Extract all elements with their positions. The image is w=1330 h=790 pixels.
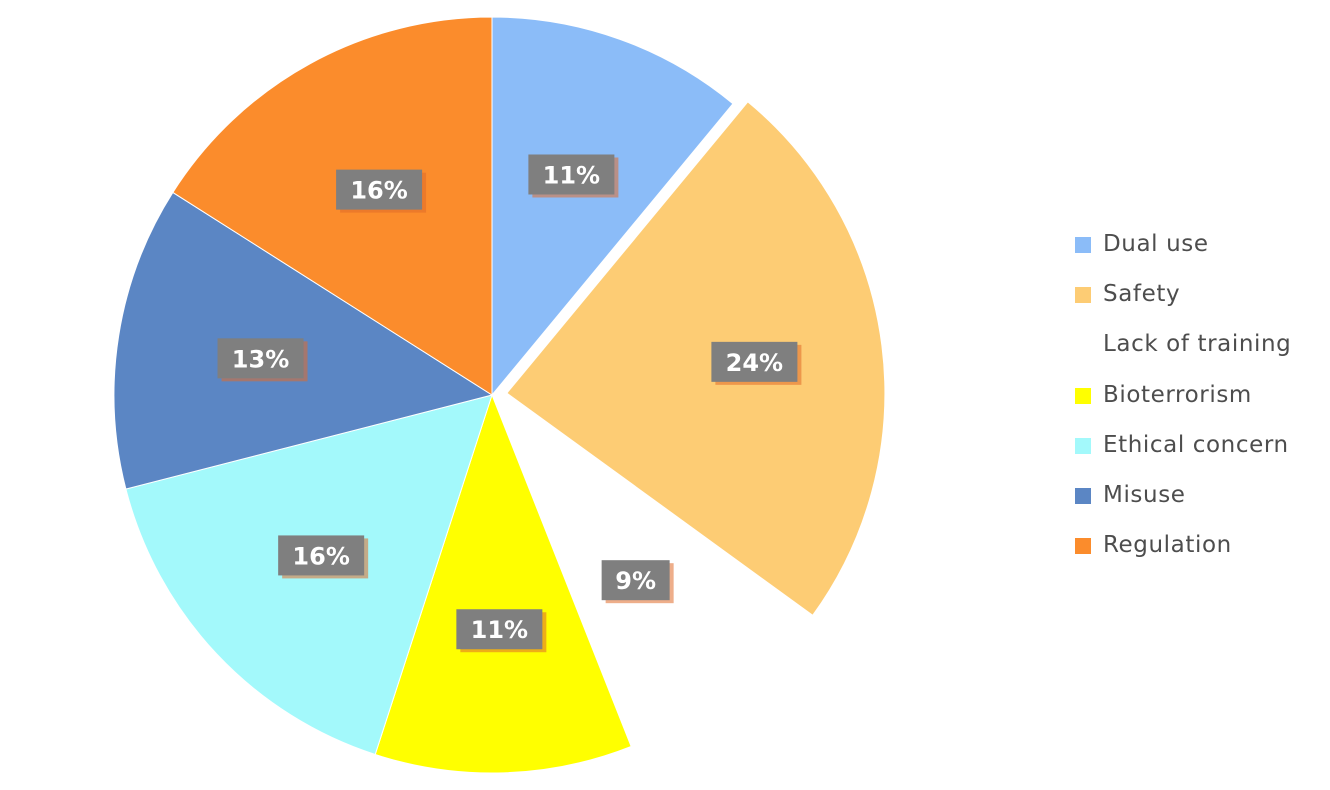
data-label-text: 13% bbox=[232, 345, 289, 373]
legend-item-dual-use: Dual use bbox=[1075, 230, 1325, 280]
data-label-text: 9% bbox=[615, 567, 656, 595]
legend-item-lack-of-training: Lack of training bbox=[1075, 330, 1325, 380]
data-label-box bbox=[456, 609, 543, 650]
data-label-misuse: 13% bbox=[217, 338, 308, 382]
legend-label: Lack of training bbox=[1103, 331, 1292, 358]
data-label-bioterrorism: 11% bbox=[456, 609, 547, 653]
data-label-text: 16% bbox=[292, 542, 349, 570]
data-label-regulation: 16% bbox=[336, 169, 427, 213]
legend-label: Misuse bbox=[1103, 481, 1186, 508]
data-label-text: 11% bbox=[543, 161, 600, 189]
legend-item-regulation: Regulation bbox=[1075, 531, 1325, 581]
pie-slice-dual-use bbox=[491, 16, 734, 397]
pie-slice-regulation bbox=[172, 16, 493, 396]
data-label-box bbox=[336, 169, 423, 210]
legend-label: Regulation bbox=[1103, 532, 1232, 559]
legend-item-misuse: Misuse bbox=[1075, 481, 1325, 531]
legend-swatch bbox=[1075, 337, 1091, 354]
data-label-box bbox=[278, 535, 365, 576]
pie-slice-bioterrorism bbox=[374, 393, 632, 774]
legend-item-bioterrorism: Bioterrorism bbox=[1075, 381, 1325, 431]
legend-swatch bbox=[1075, 287, 1091, 304]
data-label-safety: 24% bbox=[711, 341, 802, 385]
legend-swatch bbox=[1075, 437, 1091, 454]
chart-legend: Dual use Safety Lack of training Bioterrori… bbox=[1075, 230, 1325, 581]
data-label-text: 24% bbox=[726, 349, 783, 377]
legend-label: Ethical concern bbox=[1103, 431, 1289, 458]
pie-slice-safety bbox=[506, 101, 886, 617]
data-label-dual-use: 11% bbox=[528, 154, 619, 198]
data-label-lack-of-training: 9% bbox=[601, 560, 674, 604]
legend-swatch bbox=[1075, 387, 1091, 404]
legend-item-ethical-concern: Ethical concern bbox=[1075, 431, 1325, 481]
data-label-text: 16% bbox=[350, 177, 407, 205]
legend-item-safety: Safety bbox=[1075, 280, 1325, 330]
legend-swatch bbox=[1075, 487, 1091, 504]
legend-label: Safety bbox=[1103, 281, 1181, 308]
data-label-box bbox=[528, 154, 615, 195]
data-label-box bbox=[711, 341, 798, 382]
slices-layer bbox=[113, 16, 886, 774]
data-label-box bbox=[217, 338, 304, 379]
data-label-ethical-concern: 16% bbox=[278, 535, 369, 579]
legend-swatch bbox=[1075, 538, 1091, 555]
legend-label: Dual use bbox=[1103, 231, 1209, 257]
data-label-text: 11% bbox=[471, 616, 528, 644]
legend-label: Bioterrorism bbox=[1103, 381, 1252, 408]
data-labels-layer: 11% 24% 9% 11% 16% 13% 16% bbox=[217, 154, 802, 653]
legend-swatch bbox=[1075, 237, 1091, 253]
data-label-box bbox=[601, 560, 670, 601]
